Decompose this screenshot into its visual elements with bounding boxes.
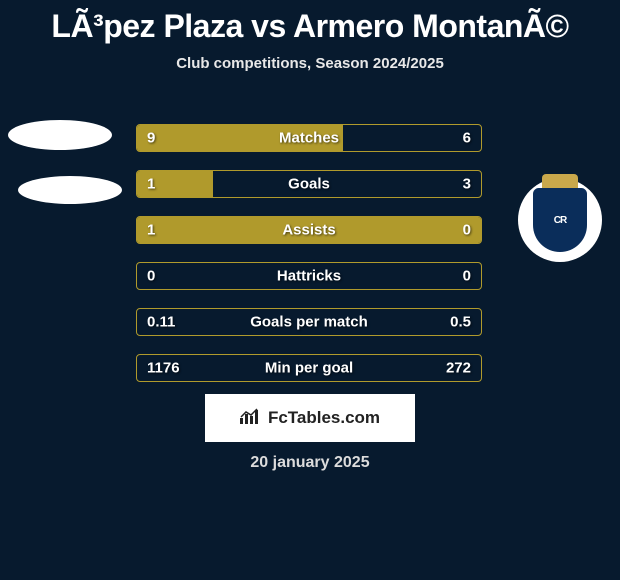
stat-right-value: 272 (446, 360, 471, 377)
stat-row: 0.11 Goals per match 0.5 (136, 308, 482, 336)
stat-row: 1176 Min per goal 272 (136, 354, 482, 382)
branding-badge: FcTables.com (205, 394, 415, 442)
stat-label: Min per goal (265, 360, 353, 377)
player1-logo-shape-a (8, 120, 112, 150)
stat-right-value: 0.5 (450, 314, 471, 331)
stat-left-value: 9 (147, 130, 155, 147)
stat-label: Matches (279, 130, 339, 147)
stat-left-value: 1176 (147, 360, 180, 377)
stats-bar-list: 9 Matches 6 1 Goals 3 1 Assists 0 0 Hattricks 0 0.11… (136, 124, 482, 400)
stat-right-value: 0 (463, 268, 471, 285)
player2-club-crest: CR (518, 178, 602, 262)
stat-label: Goals (288, 176, 330, 193)
stat-row: 9 Matches 6 (136, 124, 482, 152)
stat-row: 1 Assists 0 (136, 216, 482, 244)
stat-label: Goals per match (250, 314, 368, 331)
stat-row: 0 Hattricks 0 (136, 262, 482, 290)
crest-shield: CR (533, 188, 587, 252)
date-label: 20 january 2025 (0, 454, 620, 472)
crown-icon (542, 174, 578, 188)
stat-left-value: 1 (147, 222, 155, 239)
stat-label: Assists (282, 222, 335, 239)
stat-left-value: 0 (147, 268, 155, 285)
player1-logo-shape-b (18, 176, 122, 204)
stat-left-value: 0.11 (147, 314, 175, 331)
stat-right-value: 0 (463, 222, 471, 239)
stat-right-value: 3 (463, 176, 471, 193)
page-title: LÃ³pez Plaza vs Armero MontanÃ© (0, 0, 620, 45)
crest-monogram: CR (554, 215, 566, 226)
stat-row: 1 Goals 3 (136, 170, 482, 198)
chart-icon (240, 408, 262, 429)
page-subtitle: Club competitions, Season 2024/2025 (0, 55, 620, 72)
stat-left-value: 1 (147, 176, 155, 193)
stat-right-value: 6 (463, 130, 471, 147)
branding-text: FcTables.com (268, 408, 380, 428)
stat-label: Hattricks (277, 268, 341, 285)
